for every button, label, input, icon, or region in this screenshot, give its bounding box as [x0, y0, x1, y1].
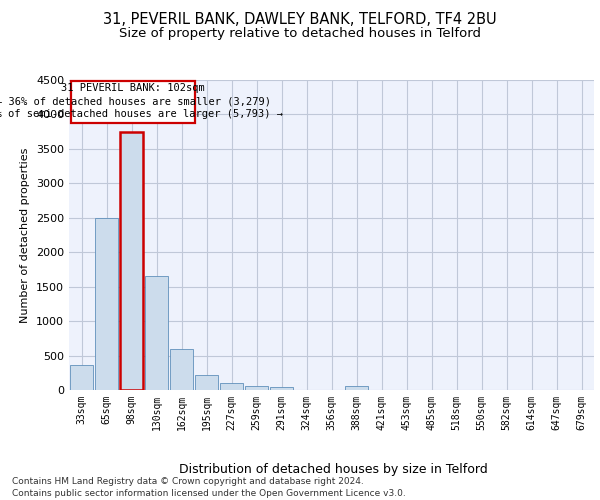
Text: Contains public sector information licensed under the Open Government Licence v3: Contains public sector information licen… — [12, 489, 406, 498]
Bar — [120, 132, 143, 390]
Text: Distribution of detached houses by size in Telford: Distribution of detached houses by size … — [179, 462, 487, 475]
Bar — [95, 218, 118, 390]
Text: Contains HM Land Registry data © Crown copyright and database right 2024.: Contains HM Land Registry data © Crown c… — [12, 478, 364, 486]
Bar — [71, 80, 195, 124]
Bar — [220, 383, 243, 390]
Text: 63% of semi-detached houses are larger (5,793) →: 63% of semi-detached houses are larger (… — [0, 110, 283, 120]
Bar — [195, 374, 218, 390]
Bar — [170, 350, 193, 390]
Bar — [145, 276, 168, 390]
Text: 31 PEVERIL BANK: 102sqm: 31 PEVERIL BANK: 102sqm — [61, 83, 205, 93]
Text: Size of property relative to detached houses in Telford: Size of property relative to detached ho… — [119, 28, 481, 40]
Bar — [270, 387, 293, 390]
Bar — [70, 364, 93, 390]
Bar — [245, 386, 268, 390]
Text: ← 36% of detached houses are smaller (3,279): ← 36% of detached houses are smaller (3,… — [0, 96, 271, 106]
Y-axis label: Number of detached properties: Number of detached properties — [20, 148, 31, 322]
Bar — [345, 386, 368, 390]
Text: 31, PEVERIL BANK, DAWLEY BANK, TELFORD, TF4 2BU: 31, PEVERIL BANK, DAWLEY BANK, TELFORD, … — [103, 12, 497, 28]
